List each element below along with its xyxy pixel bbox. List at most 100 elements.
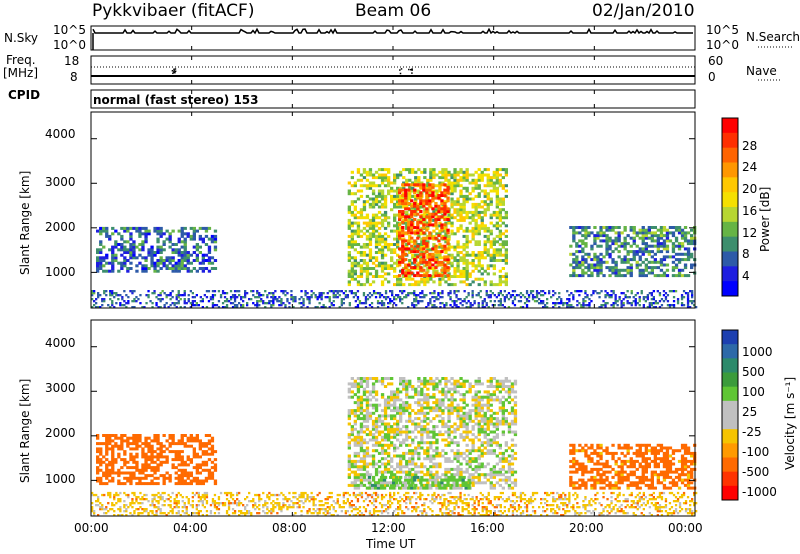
power-echo-cell (377, 184, 382, 188)
power-echo-cell (95, 302, 98, 305)
power-echo-cell (441, 256, 445, 260)
vel-echo-cell (483, 435, 487, 439)
vel-echo-cell (423, 430, 427, 434)
power-echo-cell (686, 292, 690, 295)
vel-echo-cell (210, 466, 215, 470)
power-echo-cell (144, 226, 148, 230)
power-echo-cell (144, 234, 148, 238)
power-echo-cell (593, 234, 597, 238)
vel-echo-cell (380, 379, 385, 383)
vel-echo-cell (441, 390, 445, 394)
power-echo-cell (320, 292, 323, 295)
power-echo-cell (634, 304, 637, 307)
power-echo-cell (473, 302, 476, 305)
power-echo-cell (96, 261, 100, 265)
power-echo-cell (584, 231, 588, 235)
vel-echo-cell (380, 457, 385, 461)
vel-echo-cell (411, 395, 415, 399)
power-echo-cell (119, 302, 122, 305)
power-echo-cell (221, 306, 225, 309)
vel-echo-cell (402, 430, 406, 434)
power-echo-cell (431, 247, 435, 251)
power-echo-cell (434, 204, 438, 208)
power-echo-cell (659, 236, 664, 240)
power-echo-cell (582, 304, 585, 307)
vel-echo-cell (441, 411, 445, 415)
vel-echo-cell (374, 406, 379, 410)
power-echo-cell (566, 306, 569, 309)
power-echo-cell (489, 290, 492, 293)
power-echo-cell (189, 253, 193, 257)
power-echo-cell (177, 229, 181, 233)
vel-echo-cell (195, 479, 199, 483)
power-echo-cell (393, 261, 397, 265)
vel-echo-cell (180, 479, 184, 483)
vel-echo-cell (383, 401, 388, 405)
power-echo-cell (408, 261, 412, 265)
power-echo-cell (422, 185, 426, 189)
power-echo-cell (129, 245, 133, 249)
power-echo-cell (426, 221, 430, 225)
power-echo-cell (456, 269, 460, 273)
power-echo-cell (572, 226, 576, 229)
power-echo-cell (519, 300, 523, 303)
power-echo-cell (653, 239, 657, 243)
vel-echo-cell (399, 427, 403, 431)
power-echo-cell (453, 216, 457, 220)
power-echo-cell (456, 275, 460, 278)
power-echo-cell (398, 260, 402, 264)
vel-echo-cell (132, 439, 136, 443)
vel-echo-cell (153, 460, 157, 464)
vel-echo-cell (105, 447, 109, 451)
vel-echo-cell (423, 393, 427, 397)
vel-echo-cell (111, 455, 115, 459)
vel-echo-cell (444, 451, 448, 455)
power-echo-cell (401, 250, 405, 254)
power-echo-cell (646, 294, 649, 297)
power-echo-cell (435, 256, 439, 260)
power-echo-cell (408, 192, 412, 196)
power-echo-cell (620, 268, 624, 272)
power-echo-cell (483, 245, 487, 249)
power-echo-cell (485, 302, 488, 305)
vel-echo-cell (429, 406, 433, 410)
power-echo-cell (608, 228, 612, 232)
vel-echo-cell (417, 398, 421, 402)
power-echo-cell (398, 247, 402, 251)
power-echo-cell (252, 294, 255, 297)
power-echo-cell (356, 189, 361, 193)
power-echo-cell (167, 306, 170, 309)
power-echo-cell (686, 255, 691, 259)
power-echo-cell (529, 290, 533, 293)
power-echo-cell (489, 184, 493, 188)
vel-echo-cell (347, 441, 351, 445)
power-echo-cell (635, 266, 639, 270)
power-echo-cell (417, 181, 421, 185)
vel-echo-cell (399, 390, 403, 394)
power-echo-cell (486, 248, 490, 252)
vel-echo-cell (356, 441, 361, 445)
power-echo-cell (584, 292, 587, 295)
power-echo-cell (682, 304, 686, 307)
power-echo-cell (550, 296, 553, 299)
power-echo-cell (209, 298, 213, 301)
vel-echo-cell (480, 449, 484, 453)
vel-echo-cell (432, 427, 436, 431)
power-echo-cell (501, 200, 505, 204)
power-echo-cell (398, 274, 402, 278)
vel-echo-cell (456, 457, 460, 461)
power-echo-cell (393, 251, 397, 254)
power-echo-cell (608, 255, 612, 259)
vel-echo-cell (492, 438, 496, 442)
power-echo-cell (364, 300, 368, 303)
vel-echo-cell (141, 482, 145, 486)
power-echo-cell (120, 248, 124, 252)
vel-echo-cell (165, 460, 169, 464)
power-echo-cell (501, 275, 505, 278)
power-echo-cell (414, 208, 418, 212)
power-echo-cell (535, 294, 539, 297)
power-echo-cell (671, 250, 676, 254)
power-echo-cell (115, 292, 118, 295)
vel-echo-cell (426, 379, 430, 383)
power-echo-cell (298, 302, 301, 305)
